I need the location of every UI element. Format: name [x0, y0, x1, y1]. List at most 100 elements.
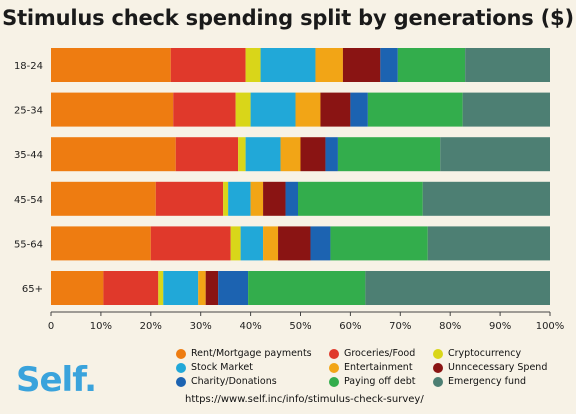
bar-segment-55-64-0 [51, 226, 151, 261]
bar-segment-45-54-1 [155, 181, 224, 216]
x-tick-label-6: 60% [339, 321, 361, 332]
bar-segment-65+-7 [248, 271, 366, 305]
bar-segment-55-64-3 [240, 226, 264, 261]
bar-segment-55-64-2 [230, 226, 241, 261]
self-logo: Self. [16, 360, 97, 400]
category-label-45-54: 45-54 [14, 195, 43, 206]
x-tick-label-8: 80% [439, 321, 461, 332]
legend-swatch-icon [176, 362, 186, 373]
chart-title: Stimulus check spending split by generat… [2, 6, 574, 30]
bar-segment-45-54-6 [285, 181, 299, 216]
source-url[interactable]: https://www.self.inc/info/stimulus-check… [185, 394, 424, 405]
legend-label: Groceries/Food [344, 348, 416, 359]
legend-label: Unncecessary Spend [448, 362, 548, 373]
legend-item: Charity/Donations [176, 376, 329, 387]
bar-segment-55-64-4 [263, 226, 279, 261]
bar-segment-35-44-3 [245, 137, 281, 172]
bar-segment-65+-0 [51, 271, 104, 305]
bar-segment-18-24-6 [380, 48, 398, 82]
bar-segment-65+-3 [163, 271, 199, 305]
bar-segment-35-44-1 [175, 137, 239, 172]
bar-segment-18-24-2 [245, 48, 261, 82]
bar-segment-35-44-5 [300, 137, 326, 172]
legend-item: Emergency fund [433, 376, 563, 387]
bar-segment-45-54-2 [223, 181, 229, 216]
legend-swatch-icon [329, 376, 339, 387]
bar-segment-18-24-8 [465, 48, 550, 82]
bar-segment-35-44-6 [325, 137, 338, 172]
x-tick-label-9: 90% [489, 321, 511, 332]
legend-label: Stock Market [191, 362, 253, 373]
legend-swatch-icon [433, 376, 443, 387]
bar-segment-18-24-5 [342, 48, 381, 82]
category-label-35-44: 35-44 [14, 150, 43, 161]
bar-segment-65+-6 [218, 271, 249, 305]
legend-item: Paying off debt [329, 376, 433, 387]
legend-item: Entertainment [329, 362, 433, 373]
category-labels: 18-24 25-34 35-44 45-54 55-64 65+ [14, 61, 43, 295]
bar-segment-18-24-0 [51, 48, 171, 82]
legend-item: Unncecessary Spend [433, 362, 563, 373]
legend-item: Rent/Mortgage payments [176, 348, 329, 359]
category-label-55-64: 55-64 [14, 239, 43, 250]
legend-swatch-icon [433, 348, 443, 359]
x-tick-label-10: 100% [536, 321, 565, 332]
legend-label: Cryptocurrency [448, 348, 522, 359]
bar-segment-25-34-8 [462, 92, 550, 127]
bar-segment-25-34-0 [51, 92, 174, 127]
bar-segment-35-44-2 [238, 137, 246, 172]
bar-segment-25-34-1 [173, 92, 236, 127]
legend-swatch-icon [176, 376, 186, 387]
bar-segment-35-44-8 [440, 137, 550, 172]
x-axis: 0 10% 20% 30% 40% 50% 60% 70% 80% 90% 100% [48, 311, 565, 332]
bar-segment-55-64-8 [427, 226, 550, 261]
legend-label: Emergency fund [448, 376, 527, 387]
legend-swatch-icon [329, 362, 339, 373]
bar-segment-65+-2 [158, 271, 164, 305]
legend-label: Entertainment [344, 362, 413, 373]
bar-segment-25-34-7 [367, 92, 463, 127]
bar-segment-35-44-7 [337, 137, 441, 172]
legend-label: Rent/Mortgage payments [191, 348, 312, 359]
bar-segment-25-34-5 [320, 92, 351, 127]
legend-item: Groceries/Food [329, 348, 433, 359]
bar-segment-35-44-0 [51, 137, 176, 172]
bar-segment-25-34-3 [250, 92, 296, 127]
x-tick-label-5: 50% [289, 321, 311, 332]
bar-segment-18-24-1 [170, 48, 246, 82]
category-label-18-24: 18-24 [14, 61, 43, 72]
bar-segment-65+-8 [365, 271, 550, 305]
legend-item: Stock Market [176, 362, 329, 373]
legend-item: Cryptocurrency [433, 348, 563, 359]
bar-segment-55-64-6 [310, 226, 331, 261]
bar-segment-45-54-0 [51, 181, 156, 216]
legend-swatch-icon [329, 348, 339, 359]
bar-segment-25-34-4 [295, 92, 321, 127]
bar-segment-45-54-5 [263, 181, 286, 216]
bar-segment-65+-4 [198, 271, 206, 305]
bar-segment-35-44-4 [280, 137, 301, 172]
bar-segment-18-24-7 [397, 48, 466, 82]
legend-label: Charity/Donations [191, 376, 277, 387]
bars-group [51, 48, 550, 305]
category-label-65+: 65+ [22, 284, 43, 295]
x-tick-label-0: 0 [48, 321, 54, 332]
bar-segment-65+-1 [103, 271, 159, 305]
legend: Rent/Mortgage payments Groceries/Food Cryp… [176, 348, 576, 387]
bar-segment-65+-5 [205, 271, 219, 305]
bar-segment-18-24-3 [260, 48, 316, 82]
bar-segment-18-24-4 [315, 48, 343, 82]
x-tick-label-3: 30% [190, 321, 212, 332]
bar-segment-45-54-8 [422, 181, 550, 216]
x-tick-label-1: 10% [90, 321, 112, 332]
bar-segment-55-64-5 [278, 226, 311, 261]
legend-swatch-icon [433, 362, 443, 373]
x-tick-label-4: 40% [239, 321, 261, 332]
x-tick-label-2: 20% [140, 321, 162, 332]
bar-segment-45-54-7 [298, 181, 423, 216]
legend-label: Paying off debt [344, 376, 416, 387]
bar-segment-25-34-6 [350, 92, 368, 127]
bar-segment-45-54-3 [228, 181, 251, 216]
bar-segment-45-54-4 [250, 181, 264, 216]
